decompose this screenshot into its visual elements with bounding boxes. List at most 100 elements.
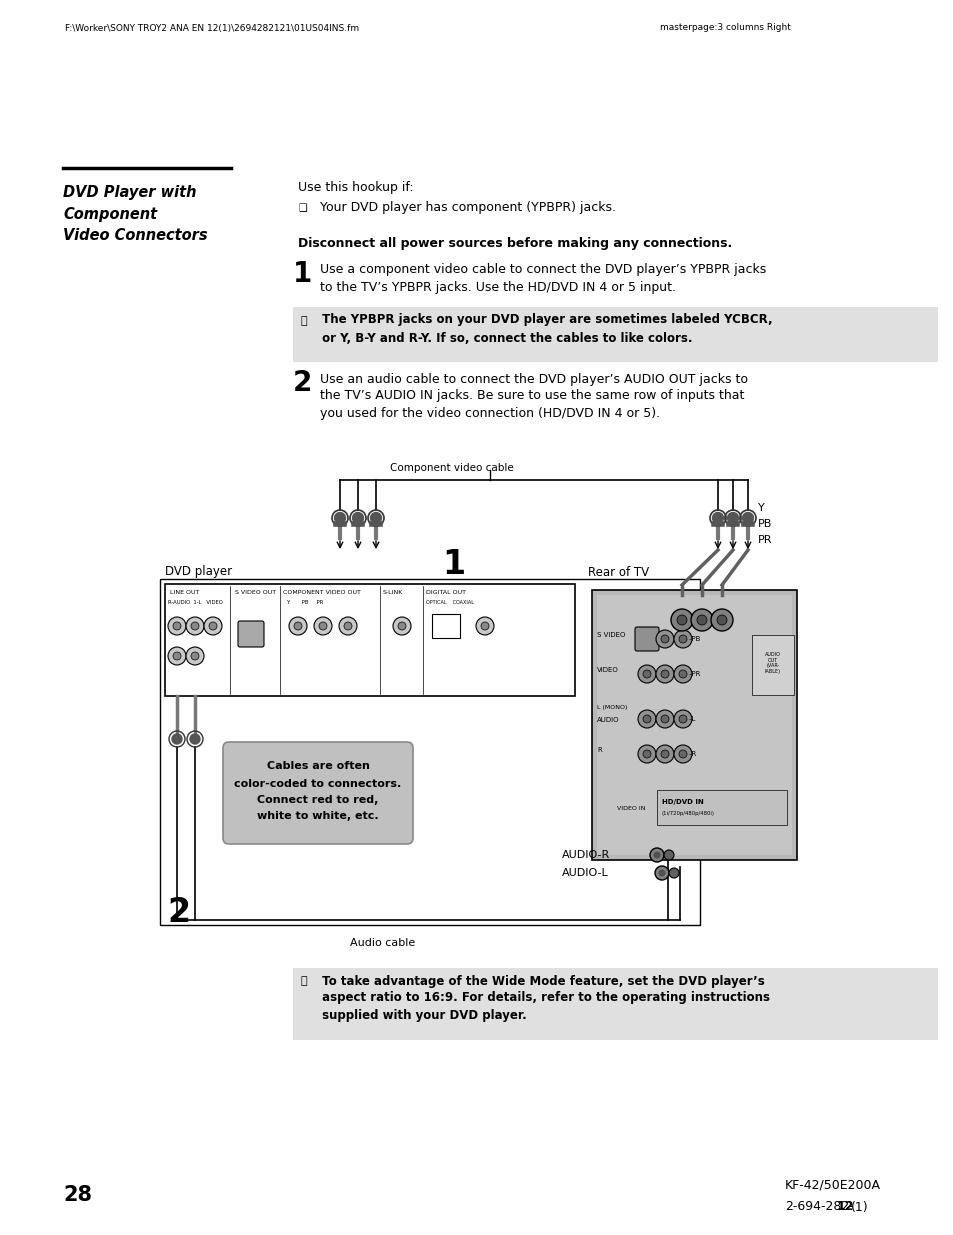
Circle shape [209,622,216,630]
Text: VIDEO: VIDEO [597,667,618,673]
Text: –L: –L [688,716,696,722]
Circle shape [668,868,679,878]
Circle shape [186,647,204,664]
Circle shape [649,848,663,862]
Circle shape [660,750,668,758]
Text: Disconnect all power sources before making any connections.: Disconnect all power sources before maki… [297,237,732,251]
Text: (1i/720p/480p/480i): (1i/720p/480p/480i) [661,811,714,816]
Text: F:\Worker\SONY TROY2 ANA EN 12(1)\2694282121\01US04INS.fm: F:\Worker\SONY TROY2 ANA EN 12(1)\269428… [65,23,358,32]
Bar [597,595,791,855]
Text: Y       PB     PR: Y PB PR [287,599,323,604]
Circle shape [638,664,656,683]
Text: Component: Component [63,206,157,221]
Circle shape [642,750,650,758]
Circle shape [677,615,686,625]
Circle shape [656,664,673,683]
Text: –R: –R [688,751,697,757]
Circle shape [480,622,489,630]
Circle shape [690,609,712,631]
Text: HD/DVD IN: HD/DVD IN [661,799,703,805]
Circle shape [172,734,182,743]
Circle shape [638,710,656,727]
Circle shape [710,609,732,631]
Bar [657,790,786,825]
Text: AUDIO-R: AUDIO-R [561,850,610,860]
Circle shape [172,652,181,659]
Circle shape [335,513,345,524]
Circle shape [642,715,650,722]
Text: Y: Y [758,503,764,513]
Circle shape [370,513,381,524]
Bar [165,584,575,697]
Circle shape [393,618,411,635]
Circle shape [642,671,650,678]
Circle shape [190,734,200,743]
FancyBboxPatch shape [223,742,413,844]
Text: COMPONENT VIDEO OUT: COMPONENT VIDEO OUT [283,589,360,594]
Text: DIGITAL OUT: DIGITAL OUT [426,589,465,594]
Circle shape [338,618,356,635]
Text: DVD Player with: DVD Player with [63,184,196,200]
Text: S-LINK: S-LINK [382,589,403,594]
Circle shape [186,618,204,635]
Circle shape [658,869,665,877]
Circle shape [656,710,673,727]
Text: Cables are often: Cables are often [266,761,369,771]
Bar [432,614,459,638]
Circle shape [204,618,222,635]
Circle shape [673,664,691,683]
Circle shape [656,630,673,648]
Text: Component video cable: Component video cable [390,463,514,473]
Text: Connect red to red,: Connect red to red, [257,795,378,805]
FancyBboxPatch shape [237,621,264,647]
Bar [592,590,796,860]
Text: (1): (1) [850,1200,868,1214]
Text: aspect ratio to 16:9. For details, refer to the operating instructions: aspect ratio to 16:9. For details, refer… [317,992,769,1004]
Circle shape [712,513,722,524]
Circle shape [673,710,691,727]
Text: Use this hookup if:: Use this hookup if: [297,180,414,194]
Text: to the TV’s YPBPR jacks. Use the HD/DVD IN 4 or 5 input.: to the TV’s YPBPR jacks. Use the HD/DVD … [319,280,676,294]
Text: Use an audio cable to connect the DVD player’s AUDIO OUT jacks to: Use an audio cable to connect the DVD pl… [319,373,747,385]
Circle shape [314,618,332,635]
Circle shape [344,622,352,630]
Circle shape [717,615,726,625]
Text: AUDIO
OUT
(VAR-
IABLE): AUDIO OUT (VAR- IABLE) [764,652,781,674]
Circle shape [289,618,307,635]
Text: masterpage:3 columns Right: masterpage:3 columns Right [659,23,790,32]
Text: the TV’s AUDIO IN jacks. Be sure to use the same row of inputs that: the TV’s AUDIO IN jacks. Be sure to use … [319,389,743,403]
Circle shape [318,622,327,630]
Text: AUDIO-L: AUDIO-L [561,868,608,878]
Circle shape [660,671,668,678]
Circle shape [397,622,406,630]
Circle shape [660,715,668,722]
Circle shape [663,850,673,860]
Circle shape [294,622,302,630]
Text: AUDIO: AUDIO [597,718,618,722]
Circle shape [670,609,692,631]
Text: OPTICAL    COAXIAL: OPTICAL COAXIAL [426,599,474,604]
Text: 1: 1 [441,547,465,580]
Text: 2: 2 [167,895,190,929]
Circle shape [172,622,181,630]
Circle shape [660,635,668,643]
Circle shape [673,630,691,648]
Text: The YPBPR jacks on your DVD player are sometimes labeled YCBCR,: The YPBPR jacks on your DVD player are s… [317,314,772,326]
Text: VIDEO IN: VIDEO IN [617,805,645,810]
Circle shape [168,618,186,635]
Circle shape [191,652,199,659]
Text: KF-42/50E200A: KF-42/50E200A [784,1178,880,1192]
Circle shape [679,635,686,643]
Text: PB: PB [758,519,772,529]
Text: DVD player: DVD player [165,566,232,578]
Circle shape [679,750,686,758]
Text: color-coded to connectors.: color-coded to connectors. [234,779,401,789]
Text: Use a component video cable to connect the DVD player’s YPBPR jacks: Use a component video cable to connect t… [319,263,765,277]
Circle shape [653,851,659,858]
Text: To take advantage of the Wide Mode feature, set the DVD player’s: To take advantage of the Wide Mode featu… [317,974,764,988]
Circle shape [679,671,686,678]
Circle shape [741,513,753,524]
Text: 2-694-282-: 2-694-282- [784,1200,853,1214]
Text: supplied with your DVD player.: supplied with your DVD player. [317,1009,526,1021]
Bar [293,968,937,1040]
